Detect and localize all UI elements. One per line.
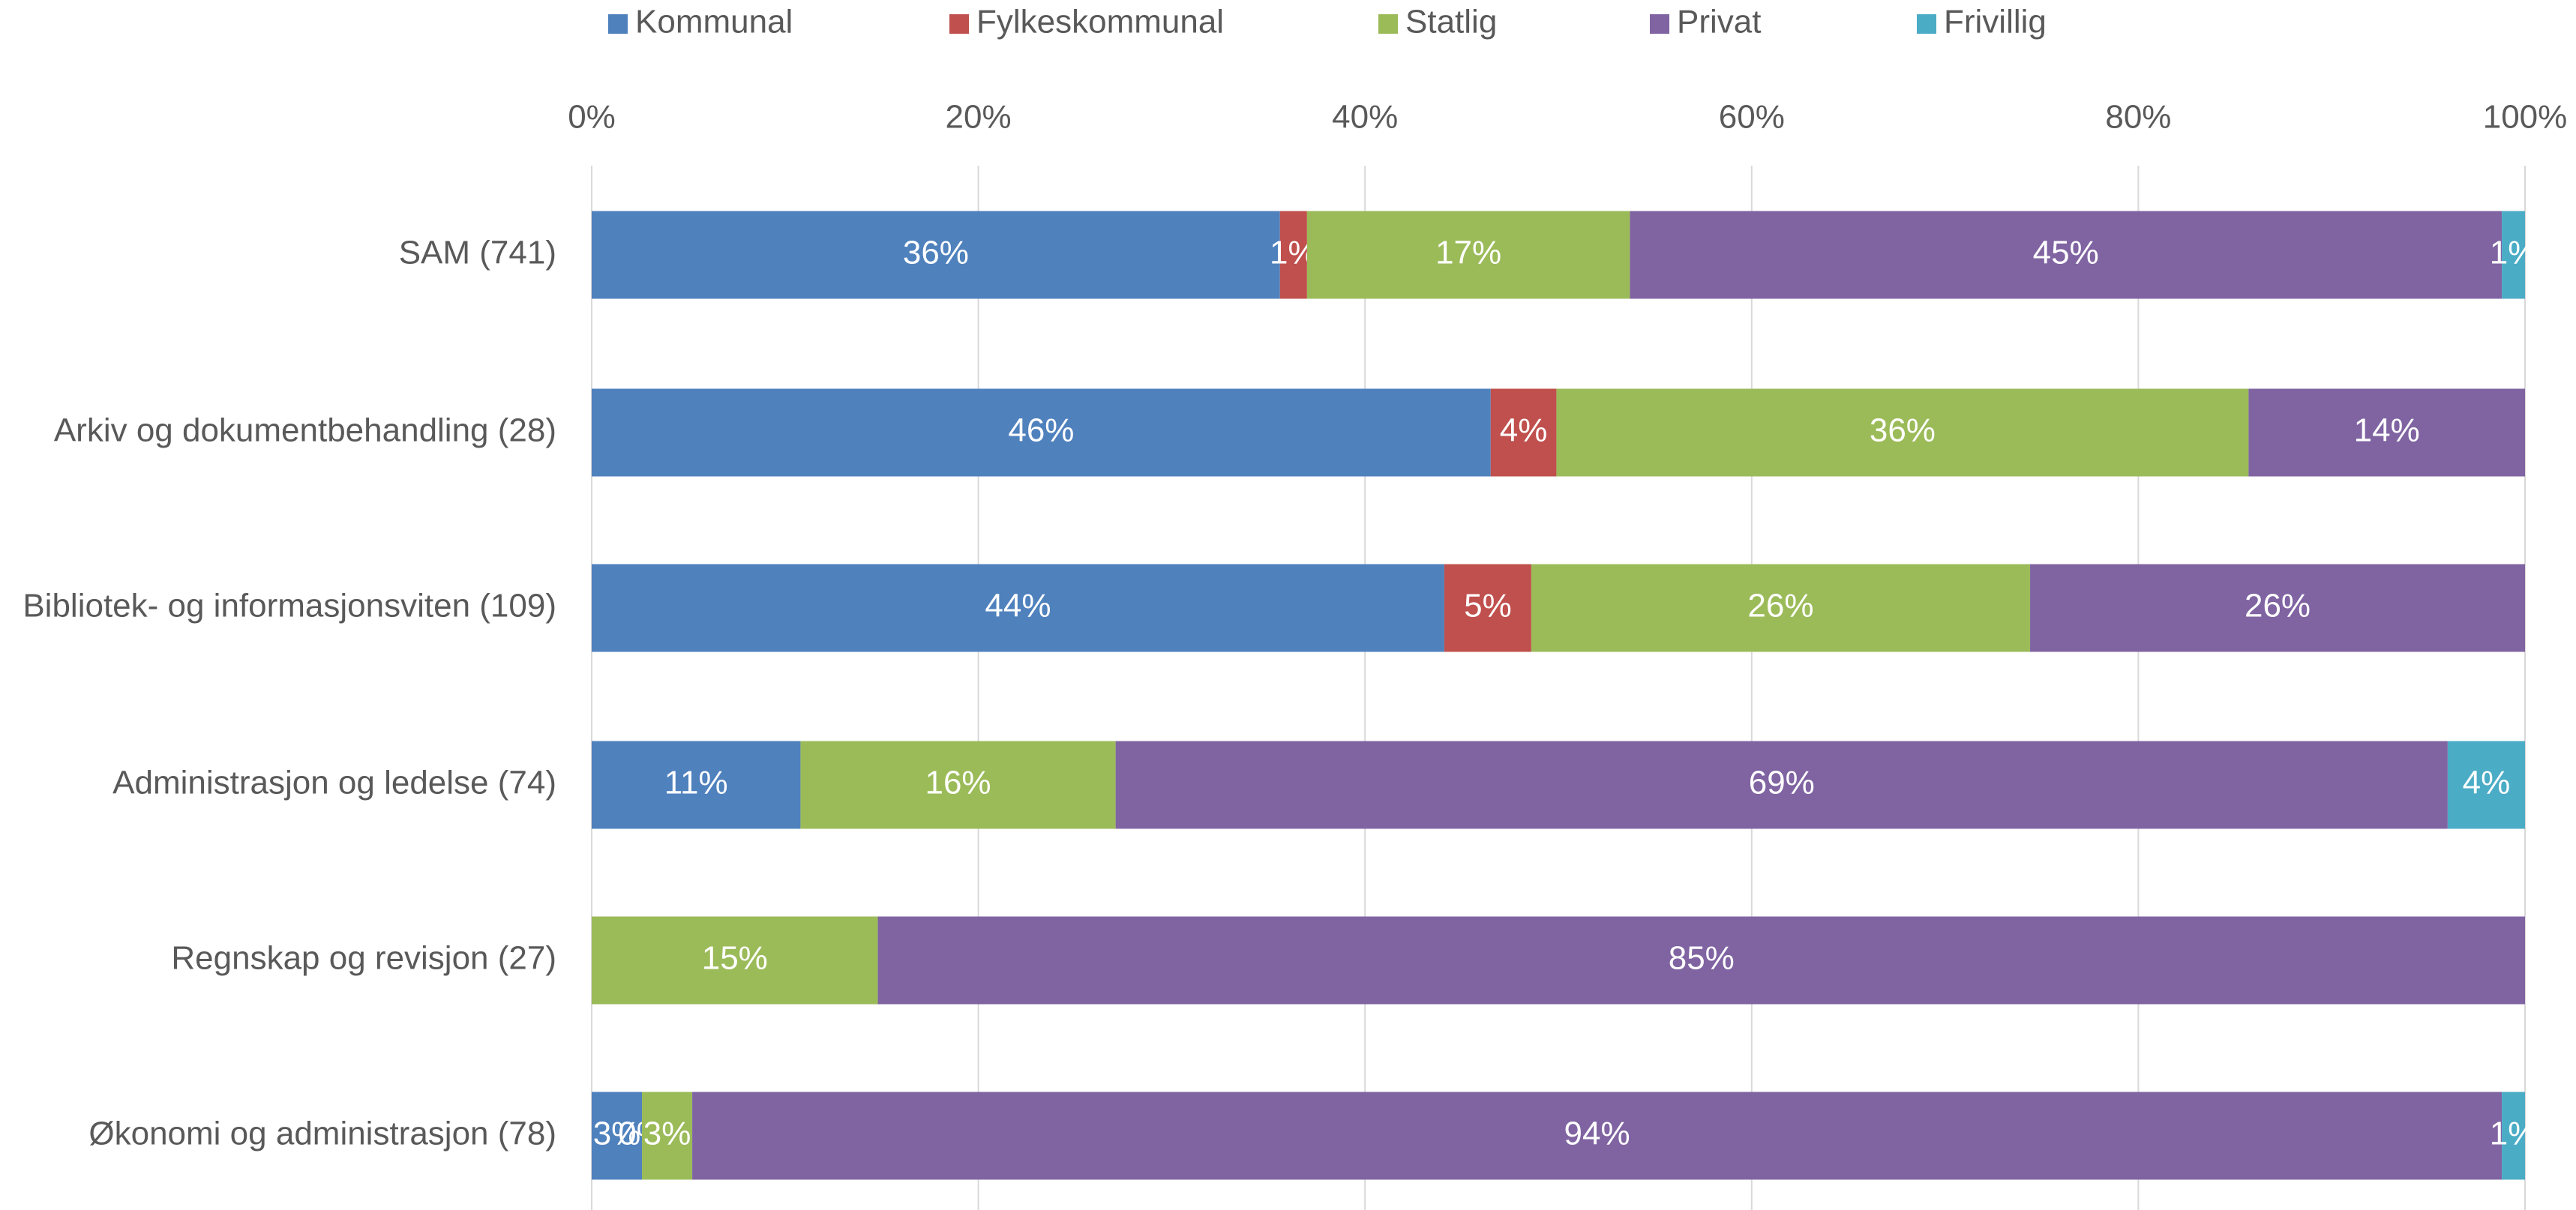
- legend-label: Frivillig: [1944, 4, 2047, 40]
- bar-segment: [592, 741, 801, 829]
- value-label: 44%: [985, 588, 1051, 624]
- value-label: 15%: [702, 940, 768, 977]
- legend-label: Statlig: [1405, 4, 1497, 40]
- value-label: 14%: [2354, 412, 2420, 449]
- value-label: 4%: [2463, 765, 2511, 801]
- bar-segment: [1630, 211, 2503, 299]
- bar-segment: [2447, 741, 2525, 829]
- legend-swatch: [1917, 14, 1936, 34]
- bar-segment: [592, 916, 878, 1005]
- y-tick-label: SAM (741): [399, 235, 556, 271]
- value-label: 11%: [664, 765, 728, 801]
- bar-segment: [692, 1092, 2503, 1180]
- bar-segment: [592, 388, 1491, 477]
- bar-segment: [592, 1092, 643, 1180]
- x-tick-label: 80%: [2105, 99, 2171, 136]
- value-label: 3%: [643, 1116, 691, 1152]
- y-tick-label: Administrasjon og ledelse (74): [112, 765, 556, 801]
- legend-swatch: [1650, 14, 1669, 34]
- x-tick-label: 0%: [568, 99, 616, 136]
- value-label: 85%: [1669, 940, 1735, 977]
- bar-segment: [1556, 388, 2249, 477]
- bar-segment: [2502, 211, 2525, 299]
- legend-label: Fylkeskommunal: [976, 4, 1224, 40]
- value-label: 1%: [2490, 235, 2538, 271]
- bar-segment: [642, 1092, 693, 1180]
- legend-label: Privat: [1677, 4, 1761, 40]
- value-label: 17%: [1435, 235, 1501, 271]
- value-label: 16%: [925, 765, 991, 801]
- x-tick-label: 60%: [1719, 99, 1785, 136]
- bar-segment: [877, 916, 2525, 1005]
- x-tick-label: 100%: [2483, 99, 2568, 136]
- bar-segment: [2502, 1092, 2525, 1180]
- value-label: 1%: [2490, 1116, 2538, 1152]
- legend-label: Kommunal: [635, 4, 793, 40]
- bar-segment: [1531, 564, 2031, 652]
- value-label: 69%: [1749, 765, 1815, 801]
- bar-segment: [1279, 211, 1307, 299]
- value-label: 3%: [593, 1116, 641, 1152]
- value-label: 94%: [1564, 1116, 1630, 1152]
- bar-segment: [1115, 741, 2448, 829]
- value-label: 4%: [1500, 412, 1548, 449]
- value-label: 36%: [903, 235, 969, 271]
- bar-segment: [1306, 211, 1630, 299]
- y-tick-label: Regnskap og revisjon (27): [171, 940, 556, 977]
- legend-swatch: [1378, 14, 1398, 34]
- bar-segment: [2030, 564, 2525, 652]
- bar-segment: [592, 564, 1444, 652]
- value-label: 46%: [1008, 412, 1074, 449]
- bar-segment: [1444, 564, 1531, 652]
- bar-segment: [800, 741, 1116, 829]
- x-tick-label: 20%: [946, 99, 1012, 136]
- x-tick-label: 40%: [1332, 99, 1398, 136]
- y-tick-label: Økonomi og administrasjon (78): [88, 1116, 556, 1152]
- bar-segment: [592, 211, 1280, 299]
- bar-segment: [2248, 388, 2525, 477]
- y-tick-label: Bibliotek- og informasjonsviten (109): [22, 588, 556, 624]
- value-label: 45%: [2033, 235, 2099, 271]
- value-label: 5%: [1464, 588, 1512, 624]
- bar-segment: [1490, 388, 1557, 477]
- value-label: 26%: [2245, 588, 2311, 624]
- value-label: 36%: [1870, 412, 1936, 449]
- value-label: 26%: [1747, 588, 1813, 624]
- legend-swatch: [608, 14, 628, 34]
- legend-swatch: [949, 14, 969, 34]
- y-tick-label: Arkiv og dokumentbehandling (28): [54, 412, 556, 449]
